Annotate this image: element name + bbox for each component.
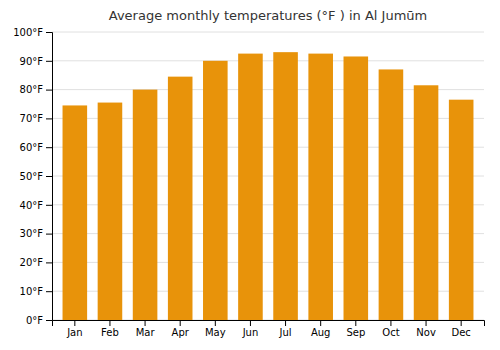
tick-label: Jun bbox=[242, 327, 259, 338]
x-tick: Sep bbox=[346, 320, 365, 338]
tick-label: 10°F bbox=[20, 286, 44, 297]
bar bbox=[203, 61, 228, 320]
tick-label: 70°F bbox=[20, 113, 44, 124]
tick-label: Sep bbox=[346, 327, 365, 338]
x-tick: Feb bbox=[101, 320, 119, 338]
tick-label: May bbox=[205, 327, 226, 338]
y-tick: 30°F bbox=[20, 228, 52, 239]
x-tick: Oct bbox=[382, 320, 399, 338]
y-tick: 40°F bbox=[20, 200, 52, 211]
y-tick: 70°F bbox=[20, 113, 52, 124]
x-tick: Mar bbox=[136, 320, 156, 338]
bar bbox=[273, 52, 298, 320]
grid-line bbox=[52, 60, 484, 61]
bar bbox=[168, 77, 193, 320]
bars bbox=[63, 52, 474, 320]
tick-label: Aug bbox=[311, 327, 331, 338]
bar bbox=[98, 103, 123, 320]
tick-mark bbox=[46, 234, 52, 235]
bar bbox=[414, 85, 439, 320]
tick-mark bbox=[180, 320, 181, 326]
tick-label: Dec bbox=[451, 327, 470, 338]
tick-label: 100°F bbox=[13, 27, 43, 38]
axis-line bbox=[53, 321, 485, 327]
bar bbox=[238, 54, 263, 320]
tick-mark bbox=[46, 118, 52, 119]
bar bbox=[133, 90, 158, 320]
bar bbox=[449, 100, 474, 320]
tick-label: Jul bbox=[279, 327, 292, 338]
tick-mark bbox=[109, 320, 110, 326]
tick-mark bbox=[46, 262, 52, 263]
tick-label: 30°F bbox=[20, 228, 44, 239]
tick-label: 90°F bbox=[20, 56, 44, 67]
tick-mark bbox=[145, 320, 146, 326]
bar bbox=[344, 56, 369, 320]
chart: 0°F 10°F 20°F 30°F 40°F 50°F 60°F 70°F 80°F 90°F 1… bbox=[0, 0, 500, 350]
tick-mark bbox=[461, 320, 462, 326]
y-tick: 10°F bbox=[20, 286, 52, 297]
tick-mark bbox=[285, 320, 286, 326]
x-tick: Jan bbox=[66, 320, 82, 338]
x-tick: Apr bbox=[172, 320, 190, 338]
tick-label: 0°F bbox=[26, 315, 43, 326]
tick-label: Oct bbox=[382, 327, 399, 338]
tick-label: Jan bbox=[66, 327, 82, 338]
tick-label: 20°F bbox=[20, 257, 44, 268]
tick-mark bbox=[426, 320, 427, 326]
x-tick: Jul bbox=[279, 320, 292, 338]
tick-mark bbox=[390, 320, 391, 326]
x-tick: May bbox=[205, 320, 226, 338]
tick-mark bbox=[46, 32, 52, 33]
title: Average monthly temperatures (°F ) in Al… bbox=[109, 8, 427, 23]
x-axis: Jan Feb Mar Apr May Jun Jul Aug Sep Oct Nov Dec bbox=[53, 320, 485, 338]
tick-mark bbox=[46, 176, 52, 177]
tick-mark bbox=[74, 320, 75, 326]
tick-label: 60°F bbox=[20, 142, 44, 153]
plot: 0°F 10°F 20°F 30°F 40°F 50°F 60°F 70°F 80°F 90°F 1… bbox=[13, 27, 484, 338]
tick-mark bbox=[46, 205, 52, 206]
bar bbox=[308, 54, 333, 320]
grid bbox=[52, 32, 484, 320]
tick-mark bbox=[215, 320, 216, 326]
tick-mark bbox=[46, 147, 52, 148]
grid-line bbox=[52, 32, 484, 33]
x-tick: Nov bbox=[416, 320, 436, 338]
x-tick: Jun bbox=[242, 320, 259, 338]
tick-label: Feb bbox=[101, 327, 119, 338]
x-tick: Aug bbox=[311, 320, 331, 338]
tick-mark bbox=[320, 320, 321, 326]
tick-mark bbox=[46, 320, 52, 321]
y-axis: 0°F 10°F 20°F 30°F 40°F 50°F 60°F 70°F 80°F 90°F 1… bbox=[13, 27, 52, 326]
y-tick: 50°F bbox=[20, 171, 52, 182]
y-tick: 20°F bbox=[20, 257, 52, 268]
tick-mark bbox=[250, 320, 251, 326]
tick-mark bbox=[46, 61, 52, 62]
y-tick: 0°F bbox=[26, 315, 52, 326]
tick-label: 50°F bbox=[20, 171, 44, 182]
y-tick: 100°F bbox=[13, 27, 52, 38]
axis-line bbox=[46, 33, 53, 321]
y-tick: 90°F bbox=[20, 56, 52, 67]
tick-label: 80°F bbox=[20, 84, 44, 95]
tick-label: 40°F bbox=[20, 200, 44, 211]
bar bbox=[63, 105, 88, 320]
y-tick: 80°F bbox=[20, 84, 52, 95]
tick-mark bbox=[46, 90, 52, 91]
tick-label: Nov bbox=[416, 327, 436, 338]
y-tick: 60°F bbox=[20, 142, 52, 153]
bar bbox=[379, 69, 404, 320]
x-tick: Dec bbox=[451, 320, 470, 338]
tick-mark bbox=[46, 291, 52, 292]
tick-label: Mar bbox=[136, 327, 156, 338]
tick-mark bbox=[355, 320, 356, 326]
tick-label: Apr bbox=[172, 327, 190, 338]
